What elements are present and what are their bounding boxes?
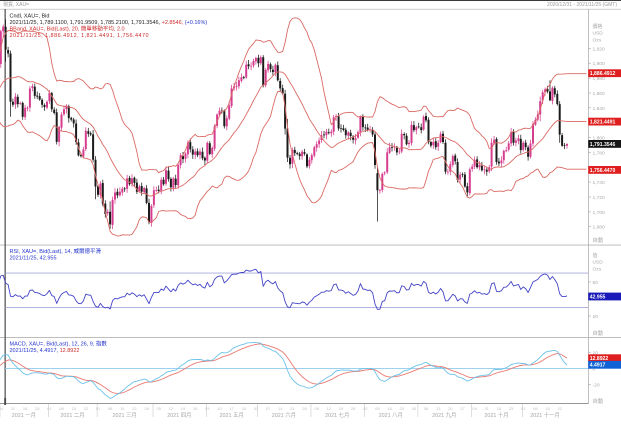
svg-text:04: 04 — [472, 406, 477, 411]
svg-text:RSI, XAU=, Bid(Last), 14, 威爾德平: RSI, XAU=, Bid(Last), 14, 威爾德平滑 — [10, 247, 102, 255]
svg-text:-20: -20 — [593, 383, 600, 389]
svg-text:自動: 自動 — [593, 329, 604, 337]
svg-text:2020/12/31 - 2021/11/25 (GMT): 2020/12/31 - 2021/11/25 (GMT) — [547, 2, 617, 8]
svg-text:24: 24 — [242, 406, 247, 411]
svg-text:18: 18 — [23, 406, 28, 411]
svg-text:2021/11/25, 42.955: 2021/11/25, 42.955 — [10, 256, 57, 262]
svg-text:1,680: 1,680 — [593, 225, 606, 231]
svg-text:15: 15 — [545, 406, 550, 411]
svg-text:Ozs: Ozs — [593, 267, 602, 273]
svg-text:05: 05 — [156, 406, 161, 411]
svg-text:01: 01 — [521, 406, 526, 411]
svg-text:4.4917: 4.4917 — [590, 363, 606, 369]
svg-text:05: 05 — [314, 406, 319, 411]
svg-text:26: 26 — [193, 406, 198, 411]
svg-text:1,756.4470: 1,756.4470 — [590, 168, 616, 174]
svg-text:值: 值 — [593, 252, 598, 259]
svg-text:USD: USD — [593, 260, 604, 266]
svg-text:02: 02 — [363, 406, 368, 411]
svg-text:19: 19 — [339, 406, 344, 411]
svg-text:25: 25 — [35, 406, 40, 411]
svg-text:23: 23 — [399, 406, 404, 411]
svg-text:17: 17 — [229, 406, 234, 411]
svg-text:1,886.4912: 1,886.4912 — [590, 71, 616, 77]
svg-text:22: 22 — [132, 406, 137, 411]
svg-text:15: 15 — [71, 406, 76, 411]
svg-text:2021/11/25, 4.4917, 12.8922: 2021/11/25, 4.4917, 12.8922 — [10, 348, 80, 354]
svg-text:2021/11/25, 1,789.1100, 1,791.: 2021/11/25, 1,789.1100, 1,791.9509, 1,78… — [10, 20, 208, 26]
svg-text:1,860: 1,860 — [593, 91, 606, 97]
svg-text:19: 19 — [181, 406, 186, 411]
svg-text:2021 十一月: 2021 十一月 — [530, 411, 560, 419]
svg-text:28: 28 — [302, 406, 307, 411]
svg-text:1,740: 1,740 — [593, 180, 606, 186]
svg-text:22: 22 — [557, 406, 562, 411]
svg-text:2021 四月: 2021 四月 — [167, 412, 191, 419]
svg-text:03: 03 — [205, 406, 210, 411]
svg-text:20: 20 — [593, 314, 599, 320]
svg-text:15: 15 — [120, 406, 125, 411]
svg-text:2021 九月: 2021 九月 — [432, 411, 456, 419]
svg-text:08: 08 — [59, 406, 64, 411]
svg-text:26: 26 — [351, 406, 356, 411]
svg-text:09: 09 — [375, 406, 380, 411]
svg-text:13: 13 — [436, 406, 441, 411]
svg-text:12: 12 — [169, 406, 174, 411]
svg-text:31: 31 — [254, 406, 259, 411]
svg-text:27: 27 — [460, 406, 465, 411]
svg-text:2021/11/25, 1,886.4912, 1,821.: 2021/11/25, 1,886.4912, 1,821.4491, 1,75… — [10, 33, 150, 39]
svg-text:2021 五月: 2021 五月 — [219, 412, 243, 419]
svg-text:1,700: 1,700 — [593, 210, 606, 216]
svg-text:Ozs: Ozs — [593, 38, 602, 44]
svg-text:自動: 自動 — [593, 236, 604, 244]
svg-text:60: 60 — [593, 280, 599, 286]
svg-text:Cndl, XAU=, Bid: Cndl, XAU=, Bid — [10, 14, 50, 20]
svg-text:42.955: 42.955 — [590, 294, 606, 300]
svg-text:22: 22 — [84, 406, 89, 411]
svg-text:2021 二月: 2021 二月 — [60, 412, 84, 419]
svg-text:01: 01 — [96, 406, 101, 411]
svg-text:30: 30 — [412, 406, 417, 411]
svg-text:1,780: 1,780 — [593, 150, 606, 156]
svg-text:01: 01 — [47, 406, 52, 411]
svg-text:2021 八月: 2021 八月 — [379, 412, 403, 419]
svg-text:1,920: 1,920 — [593, 46, 606, 52]
svg-text:MACD, XAU=, Bid(Last), 12, 26,: MACD, XAU=, Bid(Last), 12, 26, 9, 指數 — [10, 340, 108, 348]
svg-text:2021 三月: 2021 三月 — [113, 412, 137, 419]
svg-text:06: 06 — [424, 406, 429, 411]
svg-text:16: 16 — [387, 406, 392, 411]
svg-text:1,840: 1,840 — [593, 106, 606, 112]
svg-text:2021 一月: 2021 一月 — [12, 412, 36, 419]
svg-text:18: 18 — [497, 406, 502, 411]
svg-text:07: 07 — [266, 406, 271, 411]
svg-text:2021 六月: 2021 六月 — [272, 411, 296, 419]
svg-text:29: 29 — [144, 406, 149, 411]
svg-text:1,720: 1,720 — [593, 195, 606, 201]
svg-text:2021 十月: 2021 十月 — [484, 411, 508, 419]
svg-text:現貨, XAU=: 現貨, XAU= — [3, 1, 29, 8]
svg-text:2021 七月: 2021 七月 — [325, 411, 349, 419]
svg-text:1,900: 1,900 — [593, 61, 606, 67]
svg-text:20: 20 — [448, 406, 453, 411]
svg-text:USD: USD — [593, 31, 604, 37]
svg-text:08: 08 — [108, 406, 113, 411]
svg-text:14: 14 — [278, 406, 283, 411]
svg-text:10: 10 — [217, 406, 222, 411]
svg-text:自動: 自動 — [593, 397, 604, 405]
svg-text:1,821.4491: 1,821.4491 — [590, 120, 616, 126]
svg-text:21: 21 — [290, 406, 295, 411]
svg-text:價格: 價格 — [593, 23, 603, 30]
svg-text:1,791.3546: 1,791.3546 — [590, 142, 616, 148]
svg-text:08: 08 — [533, 406, 538, 411]
svg-text:BBand, XAU=, Bid(Last), 20, 簡單: BBand, XAU=, Bid(Last), 20, 簡單移動平均, 2.0 — [10, 25, 125, 33]
svg-text:12: 12 — [327, 406, 332, 411]
svg-text:25: 25 — [509, 406, 514, 411]
